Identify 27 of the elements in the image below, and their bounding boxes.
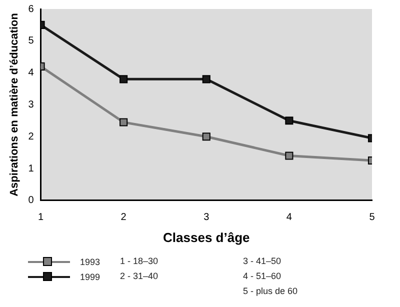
point (120, 75, 128, 84)
x-tick-label: 3 (204, 212, 210, 224)
point (202, 75, 210, 84)
x-tick-label: 2 (120, 212, 127, 224)
text: 4 - 51–60 (243, 271, 282, 281)
point (285, 152, 294, 160)
y-tick-label: 3 (28, 99, 34, 110)
y-tick-label: 1 (28, 163, 34, 174)
legend-label: 1999 (80, 272, 100, 282)
text: 5 - plus de 60 (243, 286, 298, 296)
text: 1 - 18–30 (120, 256, 158, 266)
point (285, 116, 294, 125)
x-axis-title: Classes d’âge (163, 230, 250, 245)
y-tick-label: 4 (28, 68, 34, 79)
x-tick-label: 4 (286, 212, 292, 224)
x-tick-label: 5 (369, 212, 376, 224)
text: 3 - 41–50 (243, 256, 282, 266)
legend-label: 1993 (80, 257, 100, 267)
y-tick-label: 2 (28, 131, 34, 142)
y-tick-label: 0 (28, 195, 34, 206)
point (202, 132, 210, 141)
y-tick-label: 5 (28, 36, 34, 47)
x-tick-label: 1 (38, 212, 44, 224)
y-tick-label: 6 (28, 4, 34, 15)
point (120, 118, 128, 126)
text: 2 - 31–40 (120, 271, 158, 281)
y-axis-title: Aspirations en matière d’éducation (8, 12, 21, 196)
